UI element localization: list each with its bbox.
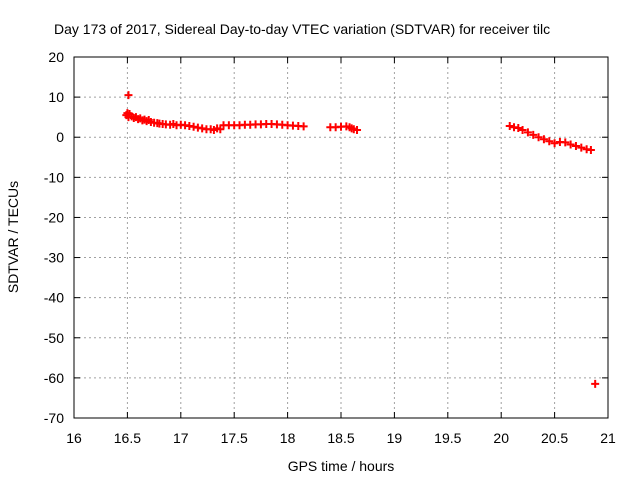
y-tick-label: 10 [48,89,64,105]
data-point [591,379,600,388]
data-point [353,126,362,135]
series-segment-1 [122,109,308,135]
y-tick-label: -30 [44,250,64,266]
data-point [124,91,133,100]
x-tick-label: 21 [600,430,616,446]
data-point [216,125,225,134]
data-point [586,146,595,155]
x-tick-label: 19 [387,430,403,446]
data-point [577,143,586,152]
data-point [505,121,514,130]
y-tick-label: -40 [44,290,64,306]
y-tick-label: -10 [44,169,64,185]
y-tick-label: 20 [48,49,64,65]
data-point [566,140,575,149]
x-tick-label: 16.5 [114,430,141,446]
x-tick-label: 20 [493,430,509,446]
series-outlier-low [591,379,600,388]
x-tick-label: 20.5 [541,430,568,446]
y-axis-label: SDTVAR / TECUs [5,181,21,293]
x-tick-labels: 16 16.5 17 17.5 18 18.5 19 19.5 20 20.5 21 [66,430,616,446]
data-point [299,122,308,131]
y-tick-label: 0 [56,129,64,145]
data-point [534,133,543,142]
y-tick-label: -70 [44,410,64,426]
chart-title: Day 173 of 2017, Sidereal Day-to-day VTE… [54,21,550,37]
y-tick-label: -50 [44,330,64,346]
data-point [518,126,527,135]
data-point [523,128,532,137]
x-tick-label: 17.5 [221,430,248,446]
data-point [514,123,523,132]
data-points [122,91,600,388]
series-segment-2 [326,122,362,135]
y-tick-label: -60 [44,370,64,386]
data-point [545,137,554,146]
data-point [561,138,570,147]
y-tick-label: -20 [44,209,64,225]
x-tick-label: 17 [173,430,189,446]
series-outlier-high [124,91,133,100]
x-tick-label: 16 [66,430,82,446]
plot-frame [73,56,609,419]
data-point [539,135,548,144]
data-point [571,142,580,151]
x-tick-label: 18 [280,430,296,446]
x-tick-label: 18.5 [327,430,354,446]
grid [73,56,609,419]
data-point [529,130,538,139]
series-segment-3 [505,121,595,155]
x-tick-label: 19.5 [434,430,461,446]
x-axis-label: GPS time / hours [288,458,395,474]
data-point [550,139,559,148]
y-tick-labels: 20 10 0 -10 -20 -30 -40 -50 -60 -70 [44,49,64,426]
